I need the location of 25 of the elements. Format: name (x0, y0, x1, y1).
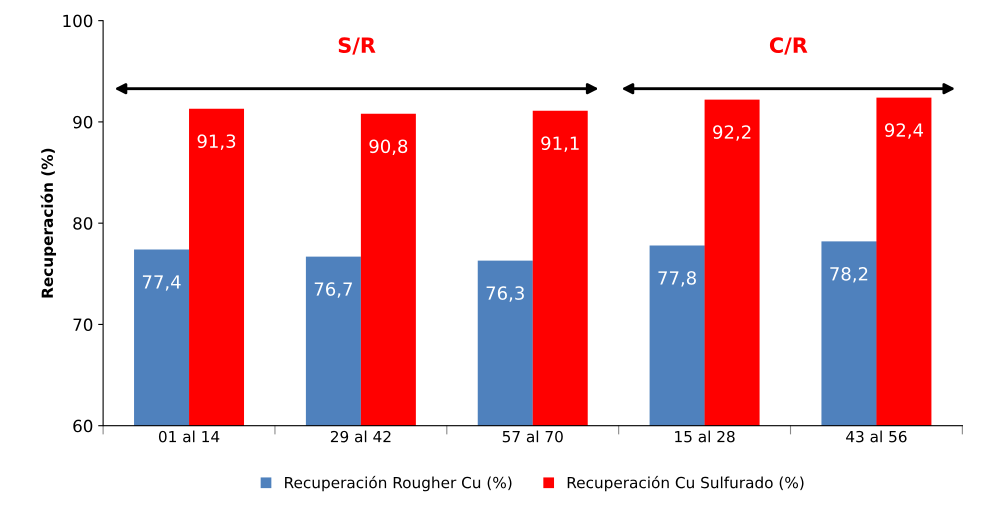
y-tick-label: 70 (74, 318, 92, 332)
x-tick-label: 29 al 42 (330, 430, 390, 442)
y-tick-label: 90 (73, 116, 92, 128)
legend-label: Recuperación Cu Sulfurado (%) (568, 476, 804, 492)
annotation: S/R (338, 37, 376, 55)
annotation: C/R (770, 37, 808, 55)
data-label: 92,2 (713, 125, 750, 141)
data-label: 90,8 (369, 139, 408, 155)
data-label: 77,4 (142, 275, 181, 291)
data-label: 91,1 (541, 136, 579, 152)
legend-label: Recuperación Rougher Cu (%) (285, 476, 512, 492)
data-label: 92,4 (884, 123, 924, 139)
y-tick-label: 80 (73, 217, 92, 230)
y-tick-label: 60 (73, 420, 92, 432)
x-tick-label: 57 al 70 (502, 430, 563, 442)
x-tick-label: 43 al 56 (846, 430, 907, 442)
data-label: 78,2 (830, 267, 868, 283)
data-label: 91,3 (198, 134, 236, 150)
x-tick-label: 01 al 14 (158, 430, 220, 442)
y-axis-title: Recuperación (%) (40, 148, 56, 298)
data-label: 76,7 (314, 282, 352, 298)
data-label: 77,8 (658, 271, 696, 287)
data-label: 76,3 (486, 286, 524, 302)
y-tick-label: 100 (63, 14, 92, 28)
x-tick-label: 15 al 28 (675, 430, 735, 442)
